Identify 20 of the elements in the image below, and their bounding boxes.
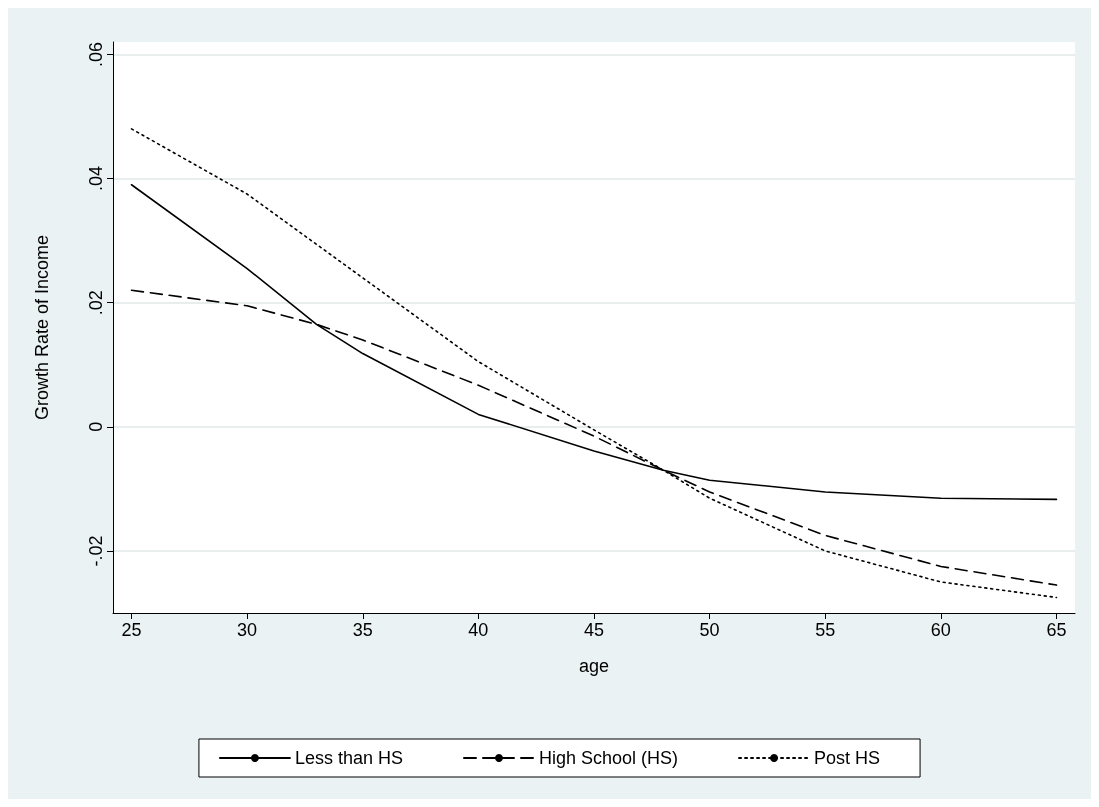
y-tick-label: -.02	[86, 535, 106, 567]
x-tick-label: 35	[352, 620, 373, 640]
y-tick-label: 0	[86, 421, 106, 432]
legend-label: Post HS	[814, 748, 881, 768]
x-tick-label: 55	[815, 620, 836, 640]
x-tick-label: 45	[583, 620, 605, 640]
legend-label: Less than HS	[294, 748, 403, 768]
x-tick-label: 60	[930, 620, 951, 640]
line-series	[130, 128, 1058, 599]
x-tick-label: 30	[237, 620, 258, 640]
y-tick-label: .02	[86, 290, 106, 316]
x-axis-title: age	[578, 656, 610, 676]
x-tick-label: 65	[1046, 620, 1067, 640]
y-tick-label: .04	[86, 166, 106, 192]
x-tick-label: 25	[121, 620, 142, 640]
x-tick-label: 40	[468, 620, 489, 640]
legend-label: High School (HS)	[538, 748, 679, 768]
y-axis-title: Growth Rate of Income	[32, 234, 52, 421]
x-tick-label: 50	[699, 620, 720, 640]
y-tick-label: .06	[86, 41, 106, 67]
